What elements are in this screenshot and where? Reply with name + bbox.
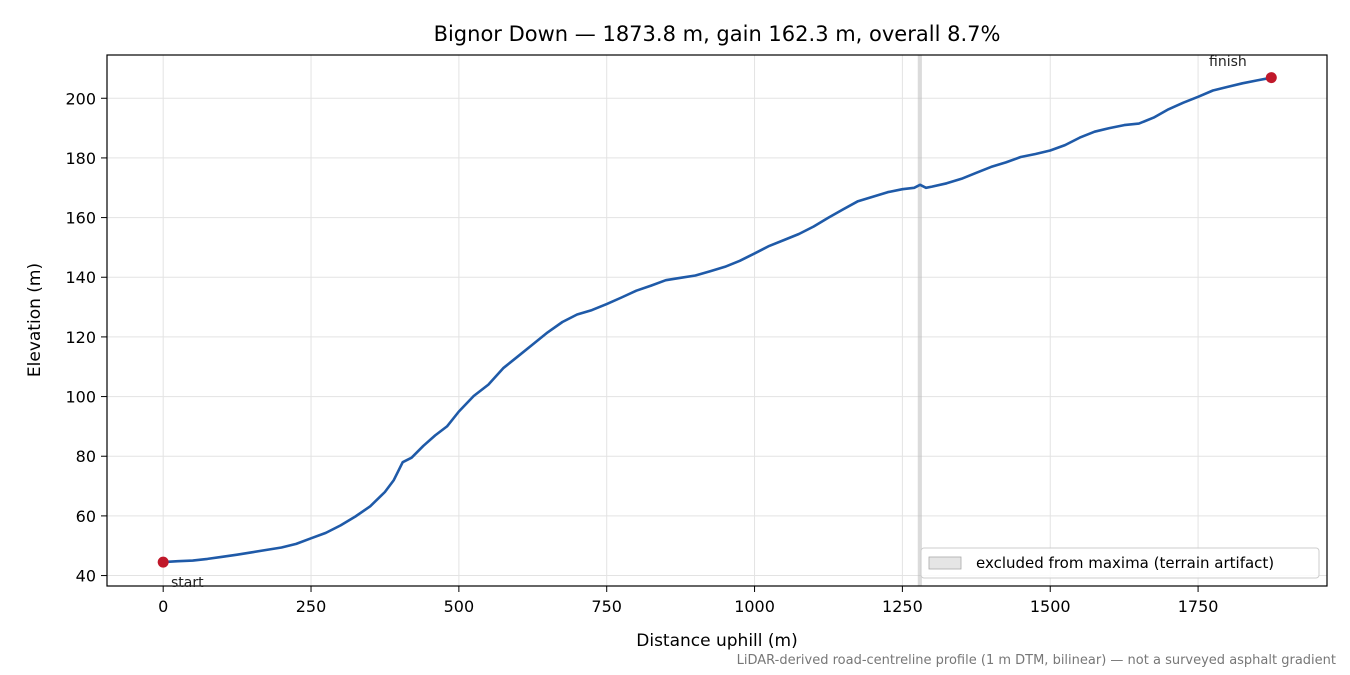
y-tick-label: 200	[65, 89, 96, 108]
y-tick-label: 120	[65, 328, 96, 347]
elevation-line	[161, 76, 1273, 564]
finish-marker	[1265, 72, 1277, 84]
x-tick-label: 1750	[1178, 597, 1219, 616]
grid-lines	[107, 55, 1327, 586]
x-tick-label: 1250	[882, 597, 923, 616]
y-axis-label: Elevation (m)	[25, 263, 45, 377]
y-tick-label: 160	[65, 209, 96, 228]
x-tick-label: 250	[296, 597, 327, 616]
finish-annotation: finish	[1209, 54, 1247, 70]
legend-entry-excluded: excluded from maxima (terrain artifact)	[976, 554, 1274, 572]
legend-box	[920, 547, 1320, 579]
x-axis-ticks: 0 250 500 750 1000 1250 1500 1750	[158, 586, 1218, 616]
x-tick-label: 0	[158, 597, 168, 616]
x-axis-label: Distance uphill (m)	[636, 631, 797, 651]
x-tick-label: 750	[591, 597, 622, 616]
x-tick-label: 1000	[734, 597, 775, 616]
plot-frame	[106, 54, 1328, 587]
marker-layer	[157, 72, 1277, 568]
chart-title: Bignor Down — 1873.8 m, gain 162.3 m, ov…	[434, 22, 1001, 46]
y-tick-label: 100	[65, 388, 96, 407]
footnote: LiDAR-derived road-centreline profile (1…	[737, 653, 1336, 668]
y-axis-ticks: 40 60 80 100 120 140 160 180 200	[65, 89, 107, 586]
legend-swatch-excluded	[928, 556, 962, 570]
y-tick-label: 40	[76, 567, 96, 586]
x-tick-label: 500	[444, 597, 475, 616]
x-tick-label: 1500	[1030, 597, 1071, 616]
series-layer	[161, 76, 1273, 564]
legend: excluded from maxima (terrain artifact)	[920, 547, 1320, 579]
y-tick-label: 60	[76, 507, 96, 526]
excluded-band	[917, 55, 922, 586]
y-tick-label: 80	[76, 447, 96, 466]
start-annotation: start	[171, 575, 204, 591]
y-tick-label: 180	[65, 149, 96, 168]
start-marker	[157, 556, 169, 568]
excluded-band-layer	[917, 55, 922, 586]
y-tick-label: 140	[65, 268, 96, 287]
